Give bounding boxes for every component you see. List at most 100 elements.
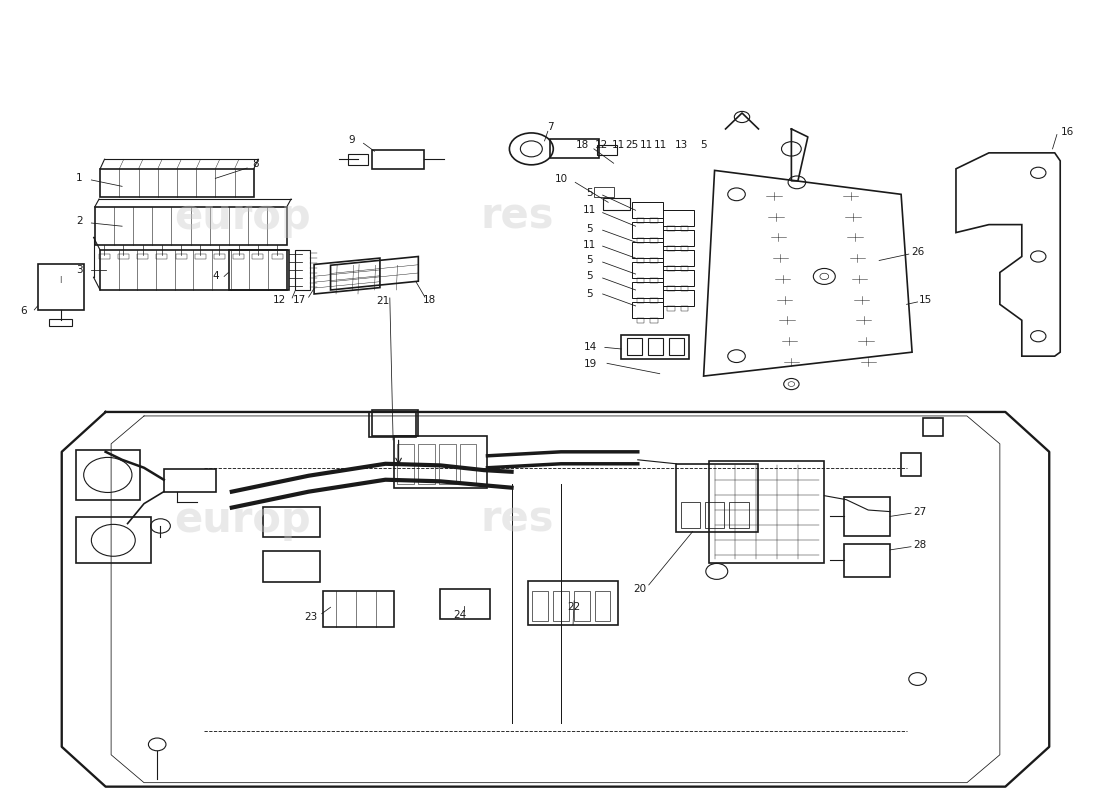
Bar <box>637 218 645 223</box>
Bar <box>650 258 658 263</box>
Text: 11: 11 <box>583 206 596 215</box>
Text: res: res <box>481 196 553 238</box>
Bar <box>100 169 254 197</box>
Bar <box>252 254 263 259</box>
Bar <box>676 464 759 531</box>
Bar <box>621 334 690 358</box>
Text: 20: 20 <box>634 584 647 594</box>
Bar <box>323 591 394 627</box>
Bar <box>650 218 658 223</box>
Bar <box>648 338 663 355</box>
Bar <box>37 264 84 310</box>
Bar <box>663 290 694 306</box>
Bar <box>668 306 675 310</box>
Bar <box>372 410 418 436</box>
Bar <box>844 543 890 577</box>
Text: europ: europ <box>175 498 311 541</box>
Bar <box>681 246 689 251</box>
Bar <box>176 254 187 259</box>
Bar <box>637 278 645 283</box>
Bar <box>603 198 630 210</box>
Text: 9: 9 <box>348 135 354 145</box>
Bar <box>50 318 73 326</box>
Text: 21: 21 <box>376 296 389 306</box>
Text: 24: 24 <box>453 610 466 620</box>
Bar <box>263 551 320 582</box>
Bar <box>637 298 645 302</box>
Bar <box>663 270 694 286</box>
Bar <box>138 254 148 259</box>
Text: 5: 5 <box>701 140 707 150</box>
Bar <box>368 412 416 438</box>
Bar <box>532 590 548 621</box>
Bar <box>418 444 434 484</box>
Bar <box>710 462 824 563</box>
Bar <box>650 238 658 243</box>
Bar <box>663 210 694 226</box>
Text: europ: europ <box>175 196 311 238</box>
Text: 10: 10 <box>554 174 568 184</box>
Bar <box>637 258 645 263</box>
Text: 5: 5 <box>586 271 593 282</box>
Text: 11: 11 <box>640 140 653 150</box>
Text: 2: 2 <box>76 217 82 226</box>
Text: 22: 22 <box>568 602 581 612</box>
Text: 25: 25 <box>626 140 639 150</box>
Bar <box>594 187 614 197</box>
Bar <box>650 298 658 302</box>
Bar <box>663 250 694 266</box>
Bar <box>632 302 663 318</box>
Text: 28: 28 <box>913 540 926 550</box>
Bar <box>528 581 618 625</box>
Text: 1: 1 <box>76 173 82 182</box>
Text: |: | <box>59 276 62 283</box>
Bar <box>99 254 110 259</box>
Text: 5: 5 <box>586 223 593 234</box>
Bar <box>681 286 689 290</box>
Text: 11: 11 <box>583 239 596 250</box>
Bar <box>627 338 642 355</box>
Bar <box>214 254 224 259</box>
Bar <box>372 150 424 169</box>
Bar <box>681 266 689 271</box>
Bar <box>844 498 890 535</box>
Text: 26: 26 <box>911 246 924 257</box>
Bar <box>681 226 689 231</box>
Text: 19: 19 <box>584 359 597 369</box>
Bar <box>394 436 487 488</box>
Bar <box>156 254 167 259</box>
Bar <box>632 282 663 298</box>
Text: 11: 11 <box>612 140 625 150</box>
Bar <box>595 590 610 621</box>
Bar <box>650 318 658 322</box>
Bar <box>632 242 663 258</box>
Bar <box>76 517 151 563</box>
Bar <box>76 450 140 500</box>
Text: 5: 5 <box>586 188 593 198</box>
Text: 5: 5 <box>586 255 593 266</box>
Text: 12: 12 <box>595 140 608 150</box>
Bar <box>923 418 943 436</box>
Text: 5: 5 <box>586 289 593 299</box>
Text: 13: 13 <box>675 140 689 150</box>
Bar <box>574 590 590 621</box>
Bar <box>118 254 129 259</box>
Bar <box>440 589 490 619</box>
Bar <box>439 444 455 484</box>
Bar <box>705 502 725 527</box>
Text: 7: 7 <box>547 122 553 131</box>
Bar <box>637 318 645 322</box>
Bar <box>397 444 414 484</box>
Bar <box>597 145 617 155</box>
Bar <box>460 444 476 484</box>
Bar <box>632 262 663 278</box>
Bar <box>668 226 675 231</box>
Bar <box>95 207 287 245</box>
Bar <box>901 454 921 476</box>
Text: 12: 12 <box>273 294 286 305</box>
Bar <box>550 139 600 158</box>
Text: 6: 6 <box>20 306 26 316</box>
Text: 3: 3 <box>76 265 82 275</box>
Text: 11: 11 <box>654 140 668 150</box>
Bar <box>272 254 283 259</box>
